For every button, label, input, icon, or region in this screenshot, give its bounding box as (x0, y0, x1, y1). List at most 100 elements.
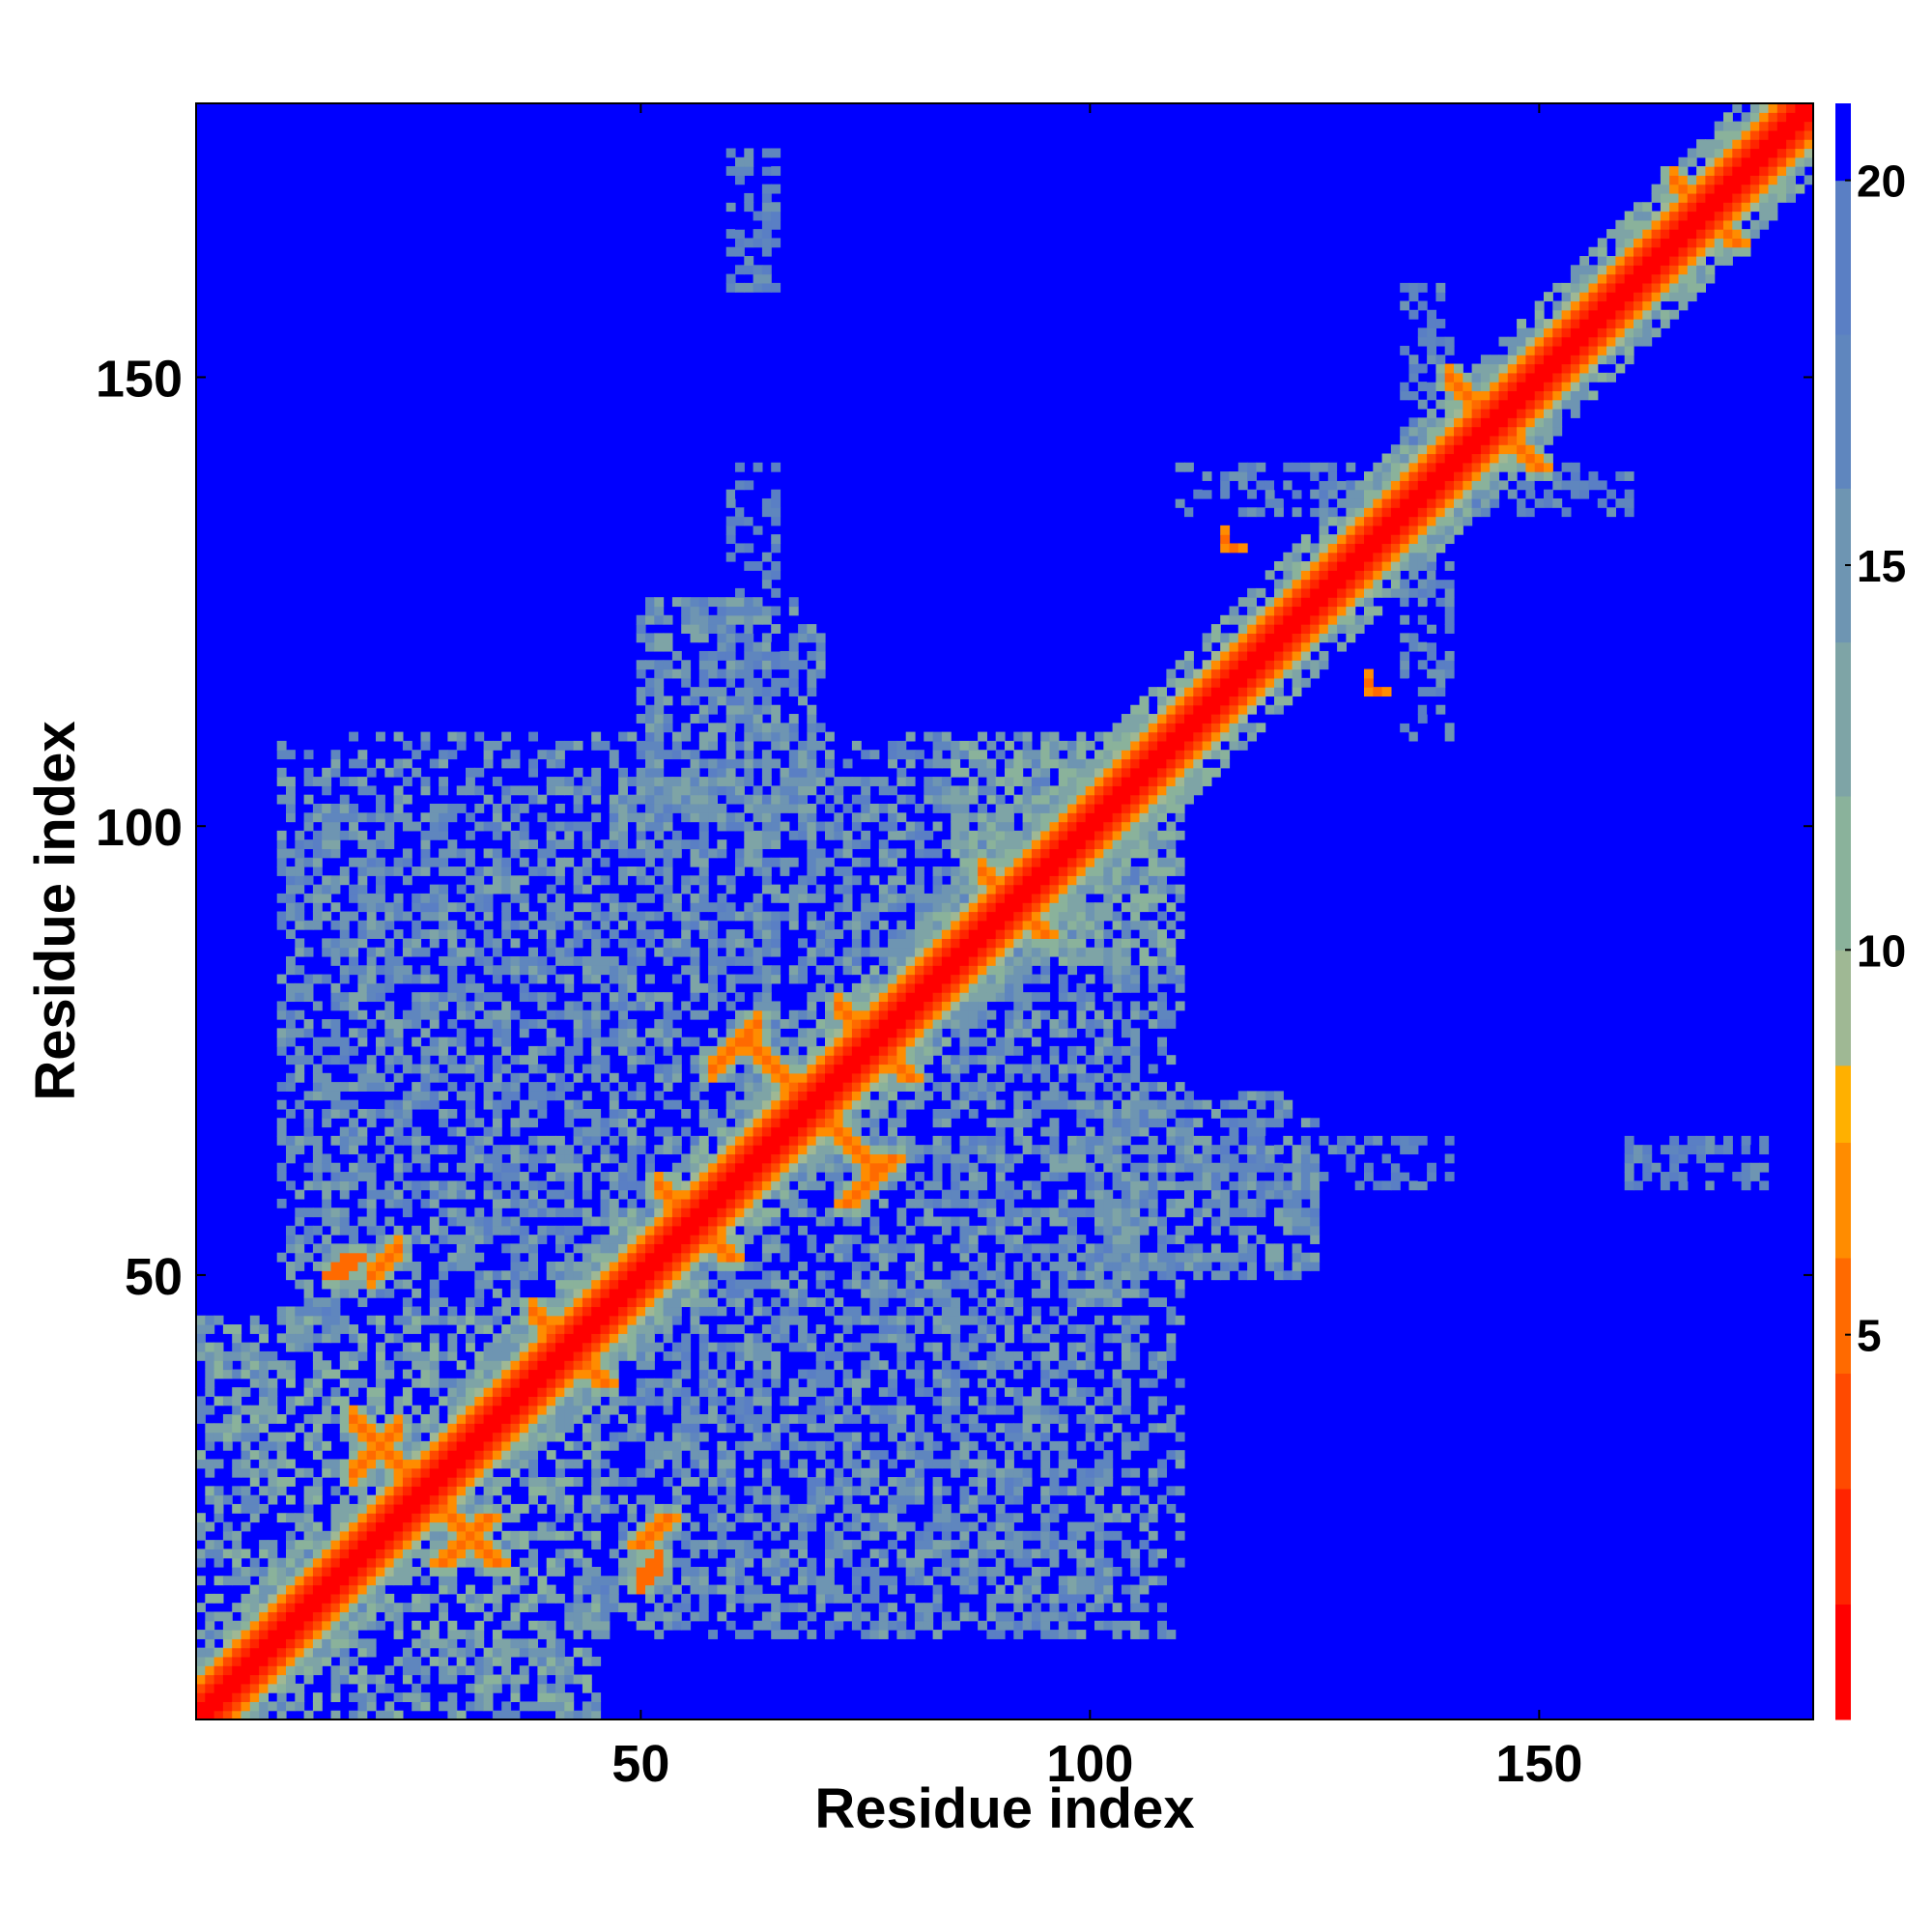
heatmap-cell (771, 740, 781, 751)
heatmap-cell (384, 867, 395, 876)
heatmap-cell (735, 238, 745, 248)
heatmap-cell (366, 965, 377, 976)
heatmap-cell (591, 911, 602, 922)
heatmap-cell (483, 1405, 494, 1415)
heatmap-cell (439, 1350, 448, 1361)
heatmap-cell (447, 731, 458, 742)
heatmap-cell (492, 1126, 502, 1137)
heatmap-cell (510, 1440, 521, 1451)
heatmap-cell (735, 794, 745, 805)
heatmap-cell (420, 1413, 431, 1424)
heatmap-cell (303, 1252, 314, 1263)
heatmap-cell (771, 1145, 781, 1155)
heatmap-cell (807, 1494, 817, 1505)
heatmap-cell (276, 1603, 287, 1613)
heatmap-cell (744, 543, 754, 554)
heatmap-cell (384, 1216, 395, 1227)
heatmap-cell (232, 1342, 242, 1352)
heatmap-cell (474, 1432, 485, 1442)
heatmap-cell (851, 1611, 862, 1622)
heatmap-cell (663, 803, 673, 813)
heatmap-cell (735, 1028, 745, 1038)
heatmap-cell (725, 1099, 736, 1110)
heatmap-cell (492, 1503, 502, 1514)
heatmap-cell (645, 633, 655, 643)
heatmap-cell (259, 1665, 269, 1676)
heatmap-cell (349, 1118, 358, 1128)
heatmap-cell (735, 848, 745, 859)
heatmap-cell (501, 920, 512, 930)
heatmap-cell (600, 1118, 611, 1128)
heatmap-cell (222, 1369, 233, 1379)
heatmap-cell (780, 1603, 790, 1613)
heatmap-cell (698, 633, 709, 643)
heatmap-cell (771, 238, 781, 248)
heatmap-cell (249, 1630, 260, 1639)
heatmap-cell (241, 1405, 251, 1415)
heatmap-cell (725, 148, 736, 158)
heatmap-cell (402, 1396, 412, 1406)
heatmap-cell (807, 812, 817, 823)
heatmap-cell (681, 1432, 692, 1442)
heatmap-cell (339, 1037, 350, 1047)
heatmap-cell (232, 1503, 242, 1514)
heatmap-cell (671, 1145, 682, 1155)
heatmap-cell (788, 714, 799, 724)
heatmap-cell (798, 624, 808, 634)
heatmap-cell (627, 1153, 638, 1164)
heatmap-cell (429, 1413, 440, 1424)
heatmap-cell (645, 1261, 655, 1271)
heatmap-cell (402, 1055, 412, 1065)
heatmap-cell (663, 641, 673, 652)
heatmap-cell (366, 1548, 377, 1559)
heatmap-cell (420, 1055, 431, 1065)
heatmap-cell (663, 723, 673, 733)
heatmap-cell (851, 1315, 862, 1325)
heatmap-cell (717, 1162, 727, 1173)
heatmap-cell (735, 543, 745, 554)
heatmap-cell (671, 1009, 682, 1020)
heatmap-cell (564, 1306, 575, 1317)
heatmap-cell (600, 740, 611, 751)
heatmap-cell (402, 1459, 412, 1469)
heatmap-cell (869, 1566, 880, 1577)
heatmap-cell (681, 1261, 692, 1271)
heatmap-cell (483, 1387, 494, 1397)
heatmap-cell (322, 875, 332, 886)
heatmap-cell (761, 794, 772, 805)
heatmap-cell (510, 893, 521, 903)
heatmap-cell (825, 1396, 835, 1406)
heatmap-cell (349, 1378, 358, 1388)
heatmap-cell (312, 857, 323, 867)
heatmap-cell (753, 1369, 763, 1379)
heatmap-cell (276, 1432, 287, 1442)
heatmap-cell (519, 1674, 529, 1685)
heatmap-cell (366, 1450, 377, 1461)
heatmap-cell (393, 1279, 404, 1290)
heatmap-cell (555, 1208, 565, 1218)
heatmap-cell (636, 1576, 646, 1586)
heatmap-cell (725, 650, 736, 661)
heatmap-cell (582, 929, 592, 939)
heatmap-cell (474, 955, 485, 966)
heatmap-cell (312, 1692, 323, 1703)
heatmap-cell (384, 1513, 395, 1523)
heatmap-cell (807, 1037, 817, 1047)
heatmap-cell (645, 1208, 655, 1218)
heatmap-cell (564, 1315, 575, 1325)
heatmap-cell (510, 812, 521, 823)
heatmap-cell (753, 1091, 763, 1101)
heatmap-cell (439, 867, 448, 876)
heatmap-cell (501, 902, 512, 913)
heatmap-cell (492, 1459, 502, 1469)
heatmap-cell (753, 803, 763, 813)
heatmap-cell (259, 1450, 269, 1461)
heatmap-cell (771, 839, 781, 850)
heatmap-cell (851, 1306, 862, 1317)
heatmap-cell (681, 1566, 692, 1577)
heatmap-cell (671, 777, 682, 786)
heatmap-cell (349, 1530, 358, 1541)
heatmap-cell (780, 650, 790, 661)
heatmap-cell (555, 857, 565, 867)
heatmap-cell (322, 1162, 332, 1173)
